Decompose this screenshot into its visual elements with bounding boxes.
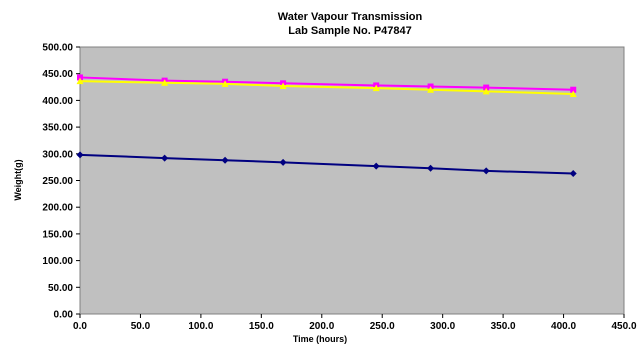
series-2 xyxy=(76,77,577,97)
data-point xyxy=(427,164,435,172)
series-line xyxy=(79,153,574,175)
data-point xyxy=(279,158,287,166)
data-point xyxy=(427,86,435,93)
y-tick-label: 150.00 xyxy=(42,229,73,240)
data-point xyxy=(372,84,380,92)
x-tick-label: 350.0 xyxy=(491,321,516,332)
x-tick-label: 400.0 xyxy=(551,321,576,332)
y-tick-label: 500.00 xyxy=(42,43,73,54)
x-tick-label: 0.0 xyxy=(73,321,87,332)
x-tick-label: 450.0 xyxy=(611,321,636,332)
y-tick-label: 300.00 xyxy=(42,149,73,160)
data-point xyxy=(569,90,577,97)
x-tick-label: 150.0 xyxy=(249,321,274,332)
x-tick-label: 100.0 xyxy=(188,321,213,332)
x-tick-label: 200.0 xyxy=(309,321,334,332)
y-tick-label: 50.00 xyxy=(48,283,73,294)
data-point xyxy=(161,154,169,162)
y-tick-label: 200.00 xyxy=(42,203,73,214)
y-tick-label: 250.00 xyxy=(42,176,73,187)
data-point xyxy=(483,84,490,91)
data-point xyxy=(221,80,229,87)
y-tick-label: 0.00 xyxy=(54,310,74,321)
x-tick-label: 300.0 xyxy=(430,321,455,332)
x-axis: 0.0 50.0 100.0 150.0 200.0 250.0 300.0 350.0 400… xyxy=(73,314,637,332)
data-point xyxy=(569,170,577,178)
data-point xyxy=(372,162,380,170)
chart-subtitle: Lab Sample No. P47847 xyxy=(288,25,412,37)
series-line xyxy=(79,76,574,91)
chart-title: Water Vapour Transmission xyxy=(278,11,423,23)
series-line xyxy=(79,80,574,95)
data-point xyxy=(221,156,229,164)
data-point xyxy=(482,167,490,175)
y-tick-label: 400.00 xyxy=(42,96,73,107)
series-layer xyxy=(76,74,577,178)
y-axis-title: Weight(g) xyxy=(13,159,23,200)
y-tick-label: 100.00 xyxy=(42,256,73,267)
y-tick-label: 450.00 xyxy=(42,69,73,80)
x-axis-title: Time (hours) xyxy=(293,334,347,344)
y-tick-label: 350.00 xyxy=(42,123,73,134)
x-tick-label: 250.0 xyxy=(370,321,395,332)
data-point xyxy=(279,82,287,89)
data-point xyxy=(161,79,169,86)
data-point xyxy=(570,86,577,93)
series-3 xyxy=(76,151,577,178)
y-axis: 0.00 50.00 100.00 150.00 200.00 250.00 300.00 3… xyxy=(42,43,80,321)
data-point xyxy=(76,151,84,159)
data-point xyxy=(482,87,490,95)
data-point xyxy=(77,74,83,81)
plot-area xyxy=(79,46,625,315)
x-tick-label: 50.0 xyxy=(131,321,151,332)
data-point xyxy=(76,77,84,85)
